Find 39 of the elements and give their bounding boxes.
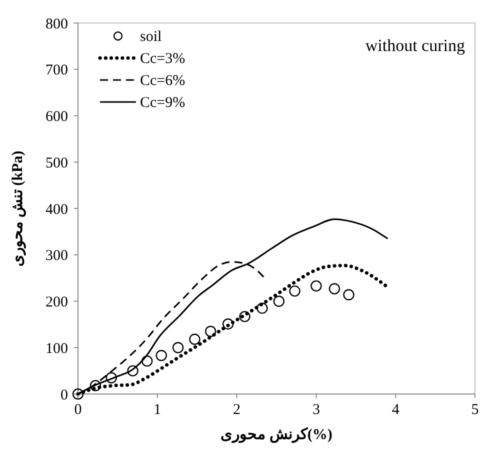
point	[172, 342, 184, 354]
y-tick-label: 700	[46, 62, 68, 79]
point	[127, 365, 138, 376]
point	[141, 355, 153, 367]
x-tick-label: 5	[471, 402, 479, 418]
point	[189, 334, 200, 345]
legend-label: Cc=6%	[140, 73, 186, 89]
y-tick-label: 800	[46, 16, 68, 32]
x-axis-title: کرنش محوری(%)	[220, 427, 332, 443]
y-tick-label: 500	[46, 155, 68, 172]
y-tick-label: 100	[46, 340, 68, 357]
point	[343, 289, 354, 300]
legend-label: soil	[140, 29, 162, 45]
x-tick-label: 3	[312, 402, 320, 418]
point	[328, 283, 340, 294]
y-axis-title: تنش محوری (kPa)	[10, 150, 26, 266]
x-tick-label: 2	[233, 402, 241, 418]
y-tick-label: 200	[46, 294, 68, 310]
point	[205, 326, 216, 337]
x-tick-label: 4	[392, 402, 400, 418]
point	[273, 296, 284, 307]
point	[239, 310, 250, 322]
y-tick-label: 300	[46, 248, 68, 264]
y-tick-label: 600	[46, 109, 68, 125]
x-tick-label: 0	[74, 402, 82, 418]
point	[222, 318, 234, 330]
point	[156, 350, 167, 362]
point	[310, 280, 322, 292]
point	[72, 388, 84, 400]
point	[289, 285, 300, 297]
annotation: without curing	[365, 36, 466, 55]
point	[256, 302, 268, 314]
legend-label: Cc=3%	[140, 51, 186, 67]
x-tick-label: 1	[154, 402, 162, 418]
point	[106, 372, 117, 384]
legend-label: Cc=9%	[140, 95, 186, 111]
y-tick-label: 400	[46, 202, 68, 218]
y-tick-label: 0	[60, 387, 68, 404]
point	[90, 380, 102, 392]
